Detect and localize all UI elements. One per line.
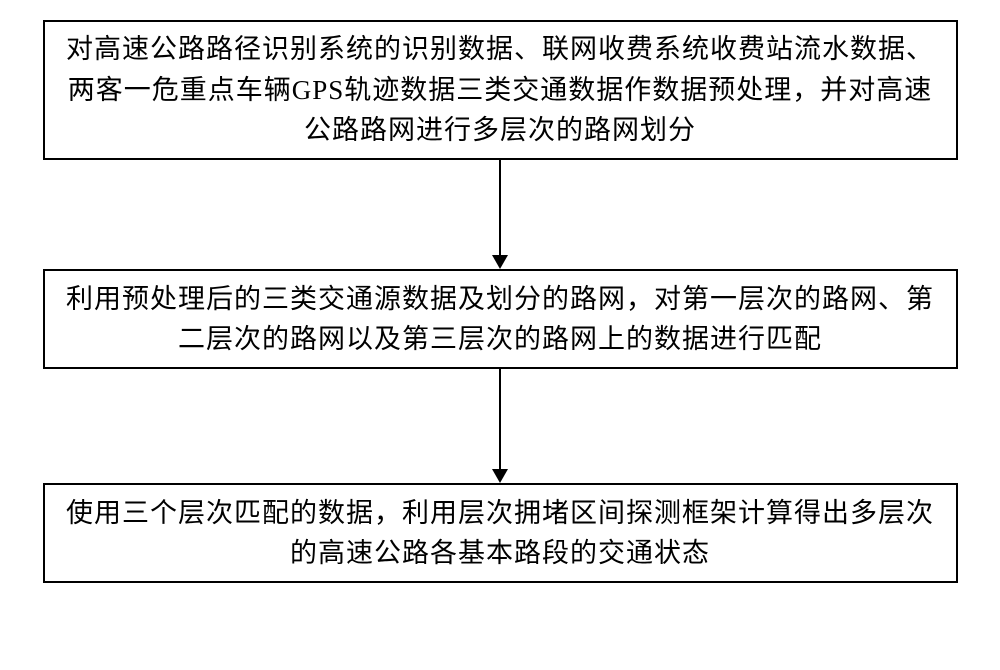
arrow-head-1 xyxy=(492,255,508,269)
arrow-head-2 xyxy=(492,469,508,483)
flowchart-box-2: 利用预处理后的三类交通源数据及划分的路网，对第一层次的路网、第二层次的路网以及第… xyxy=(43,269,958,369)
arrow-line-2 xyxy=(499,369,501,469)
arrow-line-1 xyxy=(499,160,501,255)
arrow-2 xyxy=(492,369,508,483)
arrow-1 xyxy=(492,160,508,269)
flowchart-box-3: 使用三个层次匹配的数据，利用层次拥堵区间探测框架计算得出多层次的高速公路各基本路… xyxy=(43,483,958,583)
box-text-3: 使用三个层次匹配的数据，利用层次拥堵区间探测框架计算得出多层次的高速公路各基本路… xyxy=(60,493,941,574)
box-text-2: 利用预处理后的三类交通源数据及划分的路网，对第一层次的路网、第二层次的路网以及第… xyxy=(60,279,941,360)
box-text-1: 对高速公路路径识别系统的识别数据、联网收费系统收费站流水数据、两客一危重点车辆G… xyxy=(60,29,941,151)
flowchart-box-1: 对高速公路路径识别系统的识别数据、联网收费系统收费站流水数据、两客一危重点车辆G… xyxy=(43,20,958,160)
